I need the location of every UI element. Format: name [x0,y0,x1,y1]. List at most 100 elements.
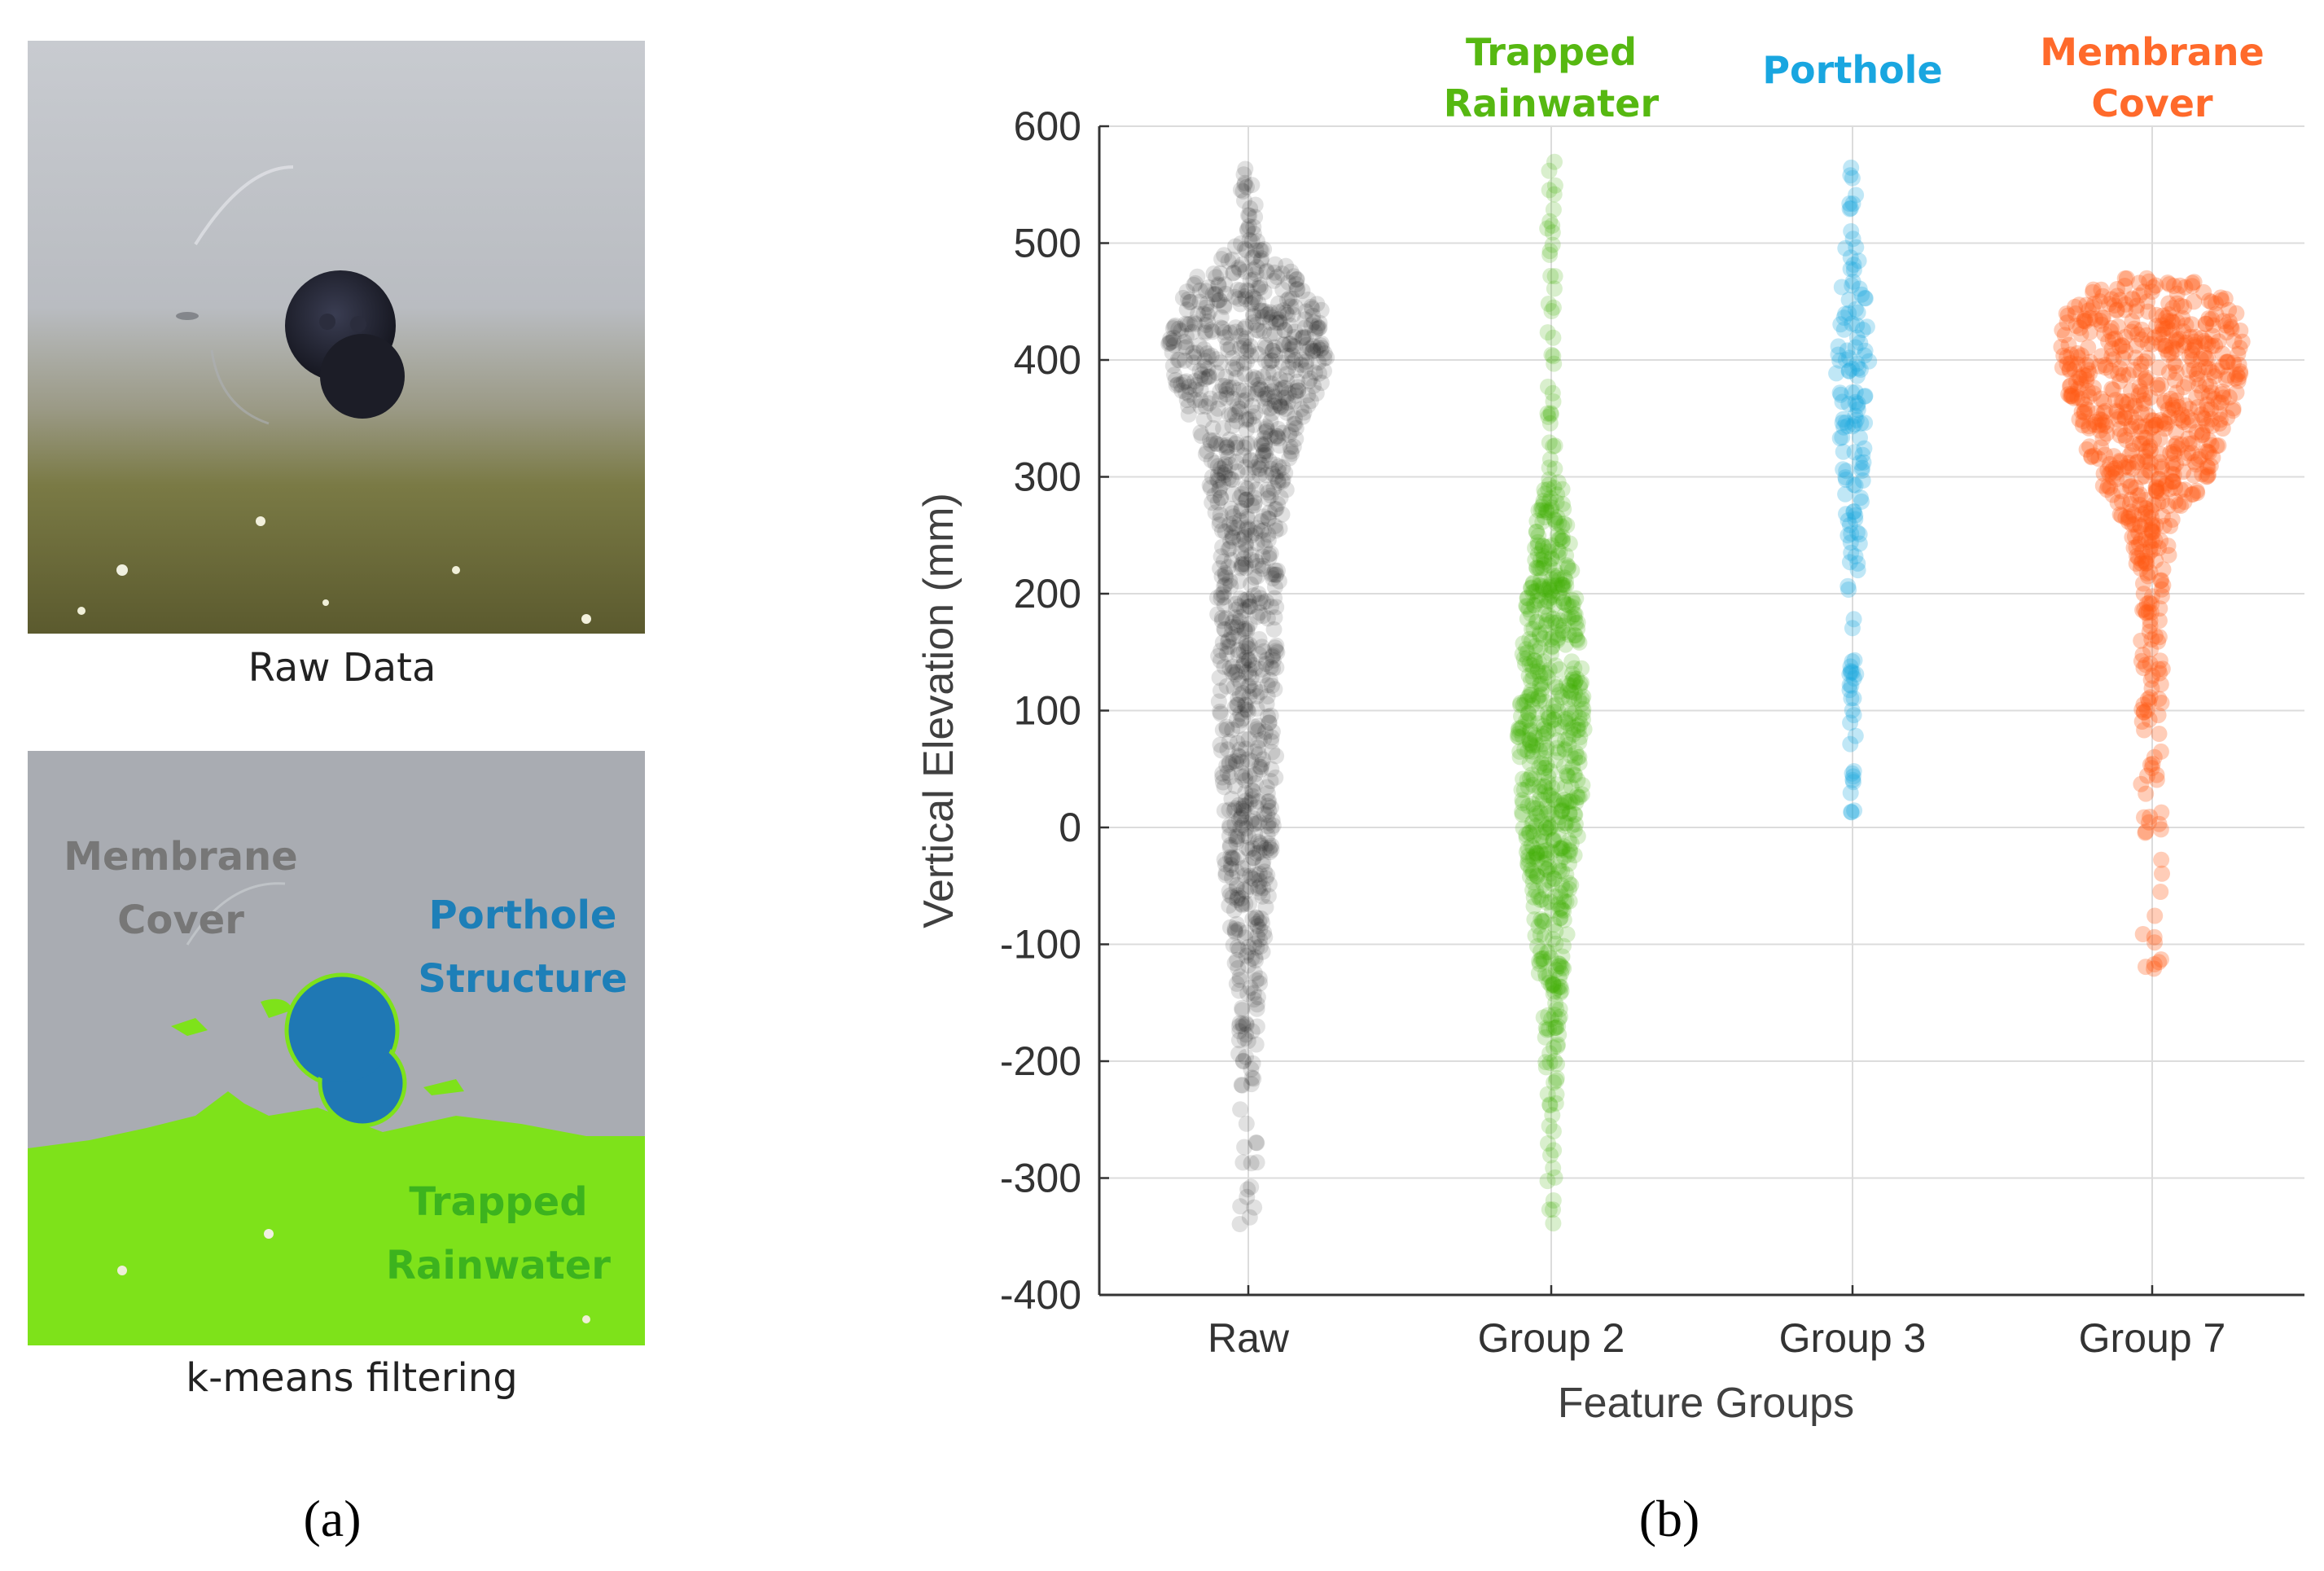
data-point [1524,748,1541,765]
data-point [1255,309,1271,326]
data-point [1245,810,1262,827]
data-point [1214,377,1231,394]
data-point [1849,304,1866,321]
data-point [1243,1061,1260,1077]
data-point [1541,1117,1558,1134]
data-point [2155,320,2172,337]
data-point [1215,584,1232,601]
data-point [1290,382,1307,399]
data-point [1181,386,1198,403]
x-tick-label: Raw [1208,1315,1290,1361]
data-point [1545,976,1562,994]
data-point [2134,926,2151,942]
data-point [2138,959,2154,976]
data-point [2199,402,2216,419]
data-point [2184,342,2201,358]
data-point [1555,617,1572,634]
data-point [1228,834,1245,851]
data-point [1531,779,1548,795]
data-point [1537,783,1554,801]
data-point [1217,456,1234,472]
data-point [2189,370,2206,387]
data-point [1263,733,1279,750]
data-point [1554,518,1571,535]
data-point [1571,634,1588,651]
data-point [2152,376,2169,393]
data-point [2177,279,2194,296]
data-point [1257,446,1274,463]
data-point [1248,1036,1265,1053]
data-point [1246,743,1263,760]
data-point [1244,911,1261,928]
data-point [1239,178,1255,195]
data-point [1533,913,1550,929]
data-point [1511,743,1528,760]
data-point [2110,411,2127,428]
data-point [1526,583,1542,600]
data-point [2125,507,2142,523]
data-point [2150,633,2167,650]
data-point [2156,393,2173,410]
data-point [2196,332,2213,349]
data-point [1231,512,1248,529]
data-point [1270,311,1287,328]
data-point [1854,322,1871,338]
data-point [1231,489,1248,506]
data-point [1547,935,1564,952]
data-point [1532,627,1548,643]
data-point [1229,281,1246,298]
data-point [1543,550,1560,567]
data-point [1531,655,1548,672]
data-point [1246,569,1263,586]
data-point [2187,339,2203,355]
data-point [1248,1134,1265,1151]
data-point [1545,791,1562,808]
data-point [1239,436,1256,453]
data-point [2120,459,2137,476]
data-point [1234,801,1252,818]
data-point [2094,430,2111,447]
data-point [1216,621,1233,638]
data-point [1270,304,1287,321]
data-point [1261,452,1278,469]
data-point [1201,303,1218,320]
data-point [1563,792,1581,810]
data-point [1534,560,1551,577]
data-point [2132,560,2149,577]
data-point [1535,538,1551,555]
data-point [1538,504,1555,520]
data-point [1281,290,1298,307]
data-point [1242,272,1259,289]
data-point [1523,682,1540,700]
data-point [1554,622,1571,638]
data-point [2126,320,2142,337]
data-point [1222,577,1239,595]
data-point [2165,459,2181,476]
data-point [1538,842,1555,858]
data-point [1552,958,1569,974]
data-point [1209,472,1226,488]
data-point [1262,545,1279,562]
data-point [1307,364,1323,381]
data-point [2120,366,2137,384]
data-point [1229,463,1246,481]
data-point [1199,360,1217,377]
data-point [2081,418,2098,435]
data-point [1254,943,1271,960]
data-point [1555,849,1572,865]
data-point [1289,373,1306,390]
data-point [1549,739,1566,757]
data-point [1218,437,1235,454]
data-point [1250,722,1267,739]
data-point [2165,443,2181,460]
data-point [1237,638,1254,656]
data-point [1228,619,1245,636]
data-point [2105,460,2121,477]
data-point [2203,310,2221,327]
data-point [1218,678,1235,695]
data-point [1248,1154,1265,1171]
data-point [1524,840,1541,857]
data-point [1545,697,1562,714]
data-point [1280,358,1297,375]
data-point [1257,723,1274,740]
